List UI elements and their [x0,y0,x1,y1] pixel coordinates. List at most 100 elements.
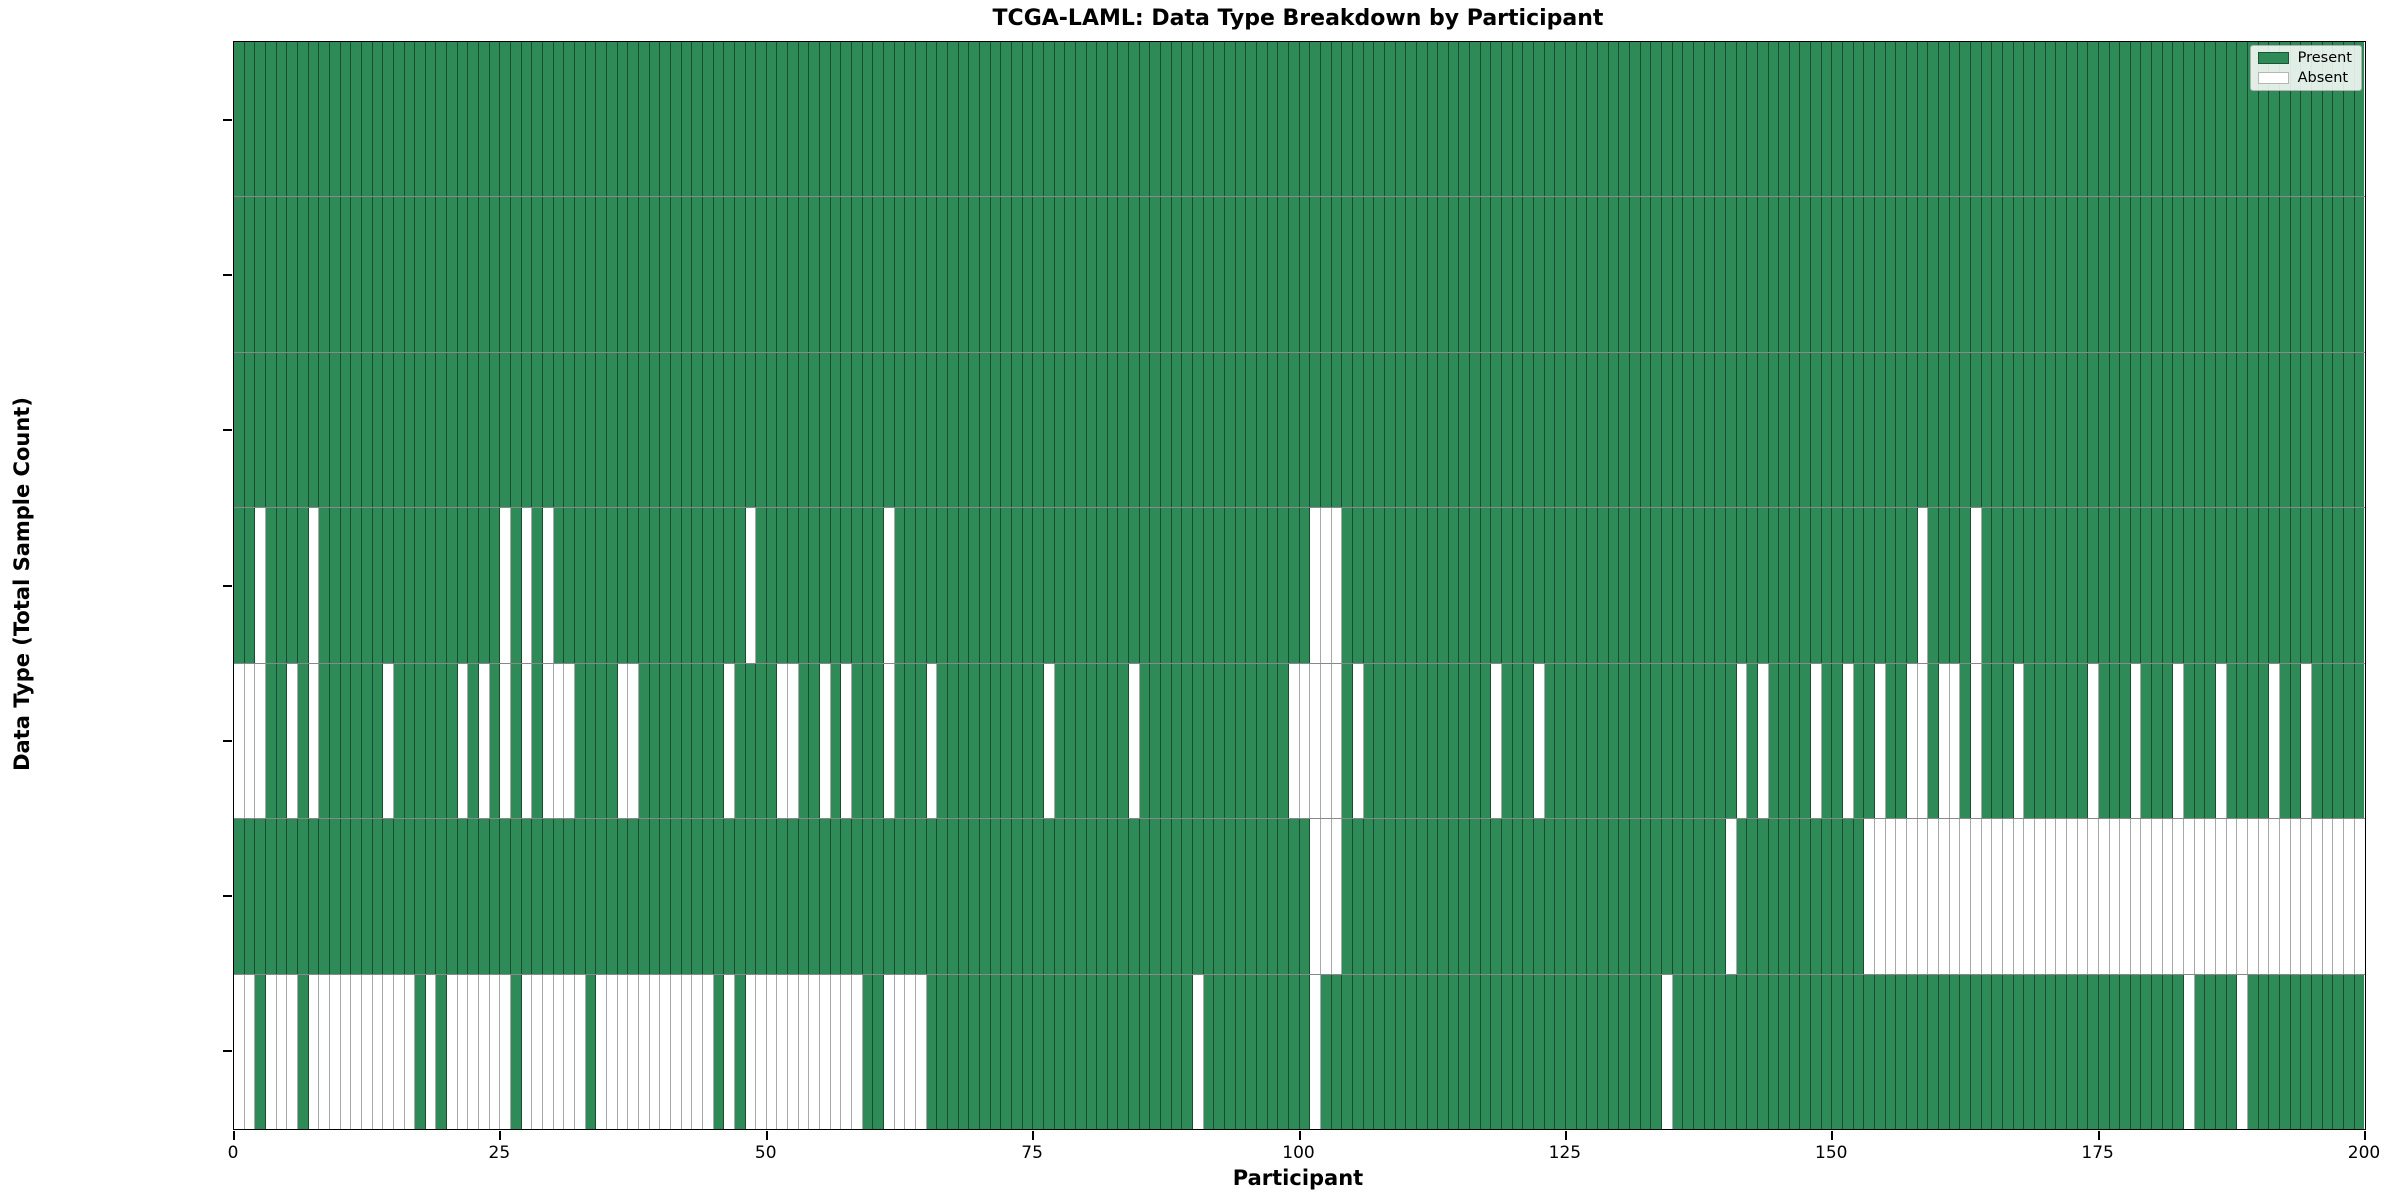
heatmap-cell [500,663,512,819]
heatmap-cell [1438,819,1449,974]
heatmap-cell [884,42,895,197]
heatmap-cell [1161,663,1172,819]
heatmap-cell [1150,197,1162,352]
heatmap-cell [2354,508,2365,663]
heatmap-cell [969,352,980,508]
heatmap-cell [1661,508,1673,663]
heatmap-cell [532,197,544,352]
heatmap-cell [2173,819,2185,974]
heatmap-cell [1214,663,1226,819]
heatmap-cell [1651,197,1662,352]
heatmap-cell [234,974,245,1129]
heatmap-cell [756,974,767,1129]
heatmap-cell [916,352,927,508]
heatmap-cell [1406,508,1417,663]
heatmap-cell [1054,42,1066,197]
heatmap-cell [1299,819,1311,974]
heatmap-cell [884,974,895,1129]
heatmap-cell [1161,197,1172,352]
heatmap-cell [425,508,437,663]
heatmap-cell [638,663,650,819]
heatmap-cell [1534,819,1545,974]
heatmap-cell [2173,42,2185,197]
heatmap-cell [777,974,789,1129]
heatmap-cell [234,819,245,974]
heatmap-cell [649,197,661,352]
heatmap-cell [1331,352,1343,508]
heatmap-cell [1875,42,1886,197]
heatmap-cell [2322,42,2334,197]
heatmap-cell [1853,352,1865,508]
heatmap-cell [393,508,405,663]
heatmap-cell [1150,819,1162,974]
x-axis-tick [2097,1131,2100,1140]
heatmap-cell [500,42,512,197]
heatmap-cell [2226,974,2238,1129]
heatmap-cell [1970,974,1982,1129]
heatmap-cell [489,197,501,352]
heatmap-cell [564,42,575,197]
heatmap-cell [734,352,746,508]
heatmap-cell [1448,663,1460,819]
x-tick-label: 125 [1548,1143,1582,1163]
heatmap-cell [2109,974,2121,1129]
heatmap-cell [1736,352,1748,508]
heatmap-cell [2205,663,2217,819]
heatmap-cell [1843,42,1854,197]
heatmap-cell [500,197,512,352]
heatmap-cell [319,819,330,974]
heatmap-cell [862,508,874,663]
x-axis-tick [1564,1131,1567,1140]
heatmap-cell [1235,819,1247,974]
heatmap-cell [692,974,703,1129]
heatmap-cell [628,819,639,974]
heatmap-cell [319,663,330,819]
heatmap-cell [2343,508,2355,663]
heatmap-cell [1257,663,1268,819]
heatmap-cell [1853,663,1865,819]
heatmap-cell [1054,508,1066,663]
heatmap-cell [681,508,693,663]
heatmap-cell [1683,974,1694,1129]
heatmap-cell [841,508,853,663]
heatmap-cell [2269,508,2280,663]
heatmap-cell [1939,197,1950,352]
heatmap-cell [958,197,970,352]
heatmap-cell [1768,508,1780,663]
heatmap-cell [2216,819,2227,974]
heatmap-cell [937,663,948,819]
heatmap-cell [1075,819,1087,974]
heatmap-cell [2184,508,2195,663]
heatmap-cell [1832,508,1844,663]
heatmap-cell [1949,508,1961,663]
heatmap-cell [244,197,256,352]
heatmap-cell [1384,819,1396,974]
heatmap-cell [1065,42,1076,197]
heatmap-cell [2194,352,2206,508]
heatmap-cell [617,352,629,508]
heatmap-cell [926,352,938,508]
heatmap-cell [1043,974,1055,1129]
heatmap-cell [1203,42,1215,197]
heatmap-cell [681,974,693,1129]
heatmap-cell [638,197,650,352]
heatmap-cell [1182,352,1194,508]
heatmap-cell [1001,508,1012,663]
heatmap-cell [2109,663,2121,819]
heatmap-cell [1459,42,1471,197]
heatmap-cell [1097,42,1108,197]
heatmap-cell [649,42,661,197]
heatmap-cell [2184,197,2195,352]
heatmap-cell [2322,819,2334,974]
heatmap-cell [2024,974,2035,1129]
heatmap-cell [468,197,480,352]
heatmap-cell [820,663,831,819]
heatmap-cell [255,352,266,508]
heatmap-cell [606,819,618,974]
heatmap-cell [2109,819,2121,974]
heatmap-cell [575,508,586,663]
heatmap-cell [1491,42,1503,197]
heatmap-cell [2034,974,2046,1129]
heatmap-cell [1896,974,1908,1129]
heatmap-cell [287,197,298,352]
